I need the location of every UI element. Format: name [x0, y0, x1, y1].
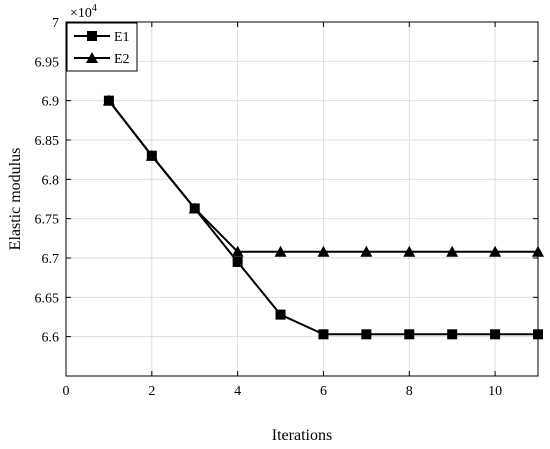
data-point-e1 [275, 309, 286, 320]
exponent-power: 4 [92, 3, 97, 14]
x-tick-label: 10 [488, 384, 502, 399]
data-point-e2 [532, 245, 544, 257]
data-point-e1 [404, 329, 415, 340]
x-tick-label: 8 [406, 384, 413, 399]
legend-item-e1: E1 [74, 30, 130, 45]
data-point-e1 [361, 329, 372, 340]
axis-ticks: 0 2 4 6 8 10 6.6 6.65 6.7 6.75 6.8 6.85 6.9 6.95 7 [35, 16, 538, 399]
data-point-e2 [360, 245, 373, 257]
y-tick-label: 6.9 [42, 95, 60, 110]
data-point-e2 [403, 245, 416, 257]
data-point-e1 [232, 256, 243, 267]
y-tick-label: 6.85 [35, 134, 60, 149]
data-point-e2 [317, 245, 330, 257]
data-point-e1 [189, 203, 200, 214]
y-axis-exponent: ×104 [70, 3, 97, 21]
y-tick-label: 6.65 [35, 291, 60, 306]
y-tick-label: 6.8 [42, 173, 60, 188]
y-tick-label: 6.6 [42, 331, 60, 346]
legend-marker-e1 [87, 31, 97, 41]
y-tick-label: 6.95 [35, 55, 60, 70]
data-point-e1 [447, 329, 458, 340]
y-tick-label: 6.75 [35, 213, 60, 228]
legend-marker-e2 [86, 52, 98, 63]
data-point-e1 [318, 329, 329, 340]
x-axis-label: Iterations [272, 427, 332, 444]
legend-box [66, 22, 138, 72]
data-point-e1 [490, 329, 501, 340]
legend-item-e2: E2 [74, 52, 130, 67]
x-tick-label: 2 [148, 384, 155, 399]
legend-label: E2 [114, 52, 130, 67]
y-axis-label: Elastic modulus [7, 148, 24, 251]
data-point-e2 [446, 245, 459, 257]
data-point-e2 [231, 245, 244, 257]
x-tick-label: 6 [320, 384, 327, 399]
y-tick-label: 6.7 [42, 252, 60, 267]
series-layer [102, 94, 544, 340]
grid-lines [65, 21, 538, 376]
data-point-e2 [489, 245, 502, 257]
exponent-base: ×10 [70, 6, 92, 21]
data-point-e1 [533, 329, 543, 340]
data-point-e1 [103, 95, 114, 106]
data-point-e1 [146, 150, 157, 161]
series-e1 [103, 95, 543, 340]
x-tick-label: 4 [234, 384, 241, 399]
plot-area-frame [65, 21, 539, 377]
legend-label: E1 [114, 30, 130, 45]
data-point-e2 [274, 245, 287, 257]
x-tick-label: 0 [63, 384, 70, 399]
y-tick-label: 7 [52, 16, 59, 31]
